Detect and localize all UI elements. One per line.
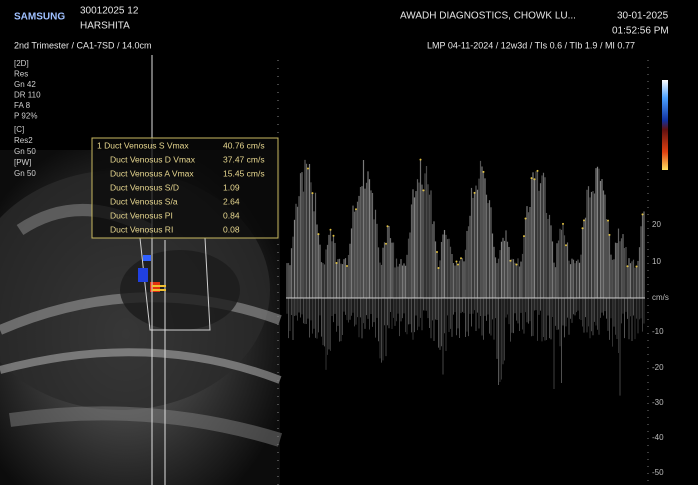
- trace-point: [635, 265, 638, 268]
- parameter: Res: [14, 70, 28, 79]
- trace-point: [332, 234, 335, 237]
- trace-point: [457, 263, 459, 266]
- trace-point: [565, 244, 567, 247]
- scale-label: -40: [652, 433, 664, 442]
- measurement-label: 1 Duct Venosus S Vmax: [97, 140, 189, 150]
- parameter: Gn 50: [14, 147, 36, 156]
- scale-label: -10: [652, 327, 664, 336]
- patient-name: HARSHITA: [80, 21, 130, 32]
- trace-point: [346, 264, 348, 267]
- exam-info: LMP 04-11-2024 / 12w3d / TIs 0.6 / TIb 1…: [427, 40, 635, 50]
- measurement-label: Duct Venosus S/D: [110, 182, 179, 192]
- measurement-value: 37.47 cm/s: [223, 154, 265, 164]
- trace-point: [307, 167, 309, 170]
- trace-point: [626, 265, 629, 268]
- measurement-value: 15.45 cm/s: [223, 168, 265, 178]
- trace-point: [583, 219, 585, 222]
- parameter: P 92%: [14, 112, 37, 121]
- scale-label: -50: [652, 468, 664, 477]
- trace-point: [311, 192, 314, 195]
- trace-point: [437, 266, 440, 269]
- trace-point: [509, 259, 512, 262]
- text-layer: SAMSUNG 30012025 12 HARSHITA AWADH DIAGN…: [14, 6, 669, 477]
- trace-point: [317, 233, 320, 236]
- measurement-value: 2.64: [223, 196, 240, 206]
- trace-point: [515, 263, 518, 266]
- trace-point: [523, 235, 525, 238]
- parameter: FA 8: [14, 101, 31, 110]
- measurement-label: Duct Venosus A Vmax: [110, 168, 194, 178]
- trace-point: [329, 228, 332, 231]
- parameter: Gn 42: [14, 80, 36, 89]
- parameter: Gn 50: [14, 169, 36, 178]
- parameter: DR 110: [14, 91, 41, 100]
- parameter: [C]: [14, 125, 24, 134]
- scale-label: 20: [652, 220, 661, 229]
- trace-point: [355, 208, 357, 211]
- trace-point: [533, 178, 536, 181]
- trace-point: [641, 213, 644, 216]
- brand: SAMSUNG: [14, 12, 65, 23]
- scale-label: -20: [652, 363, 664, 372]
- trace-point: [524, 217, 527, 220]
- trace-point: [455, 260, 458, 263]
- trace-point: [419, 158, 422, 161]
- trace-point: [530, 177, 533, 180]
- trace-point: [386, 225, 389, 228]
- trace-point: [422, 189, 425, 192]
- trace-point: [562, 222, 564, 225]
- color-bar: [662, 80, 668, 170]
- trace-point: [436, 250, 438, 253]
- doppler-spectrum: [286, 158, 645, 396]
- trace-point: [607, 219, 609, 222]
- trace-point: [482, 170, 485, 173]
- preset: 2nd Trimester / CA1-7SD / 14.0cm: [14, 40, 152, 50]
- measurement-label: Duct Venosus RI: [110, 224, 173, 234]
- measurement-value: 1.09: [223, 182, 240, 192]
- time: 01:52:56 PM: [612, 26, 669, 37]
- parameter: [2D]: [14, 59, 29, 68]
- parameter: Res2: [14, 136, 33, 145]
- measurement-label: Duct Venosus PI: [110, 210, 173, 220]
- trace-point: [536, 169, 539, 172]
- measurement-value: 0.84: [223, 210, 240, 220]
- institution: AWADH DIAGNOSTICS, CHOWK LU...: [400, 11, 576, 22]
- trace-point: [608, 233, 611, 236]
- trace-point: [581, 227, 584, 230]
- measurement-value: 0.08: [223, 224, 240, 234]
- patient-id: 30012025 12: [80, 6, 139, 17]
- scale-label: -30: [652, 398, 664, 407]
- measurement-label: Duct Venosus S/a: [110, 196, 178, 206]
- trace-point: [385, 242, 387, 245]
- measurement-value: 40.76 cm/s: [223, 140, 265, 150]
- trace-point: [460, 257, 462, 260]
- measurement-box: [91, 137, 279, 239]
- measurement-label: Duct Venosus D Vmax: [110, 154, 196, 164]
- trace-point: [473, 191, 476, 194]
- trace-point: [335, 262, 338, 265]
- scale-label: cm/s: [652, 293, 669, 302]
- scale-label: 10: [652, 257, 661, 266]
- date: 30-01-2025: [617, 11, 669, 22]
- parameter: [PW]: [14, 158, 31, 167]
